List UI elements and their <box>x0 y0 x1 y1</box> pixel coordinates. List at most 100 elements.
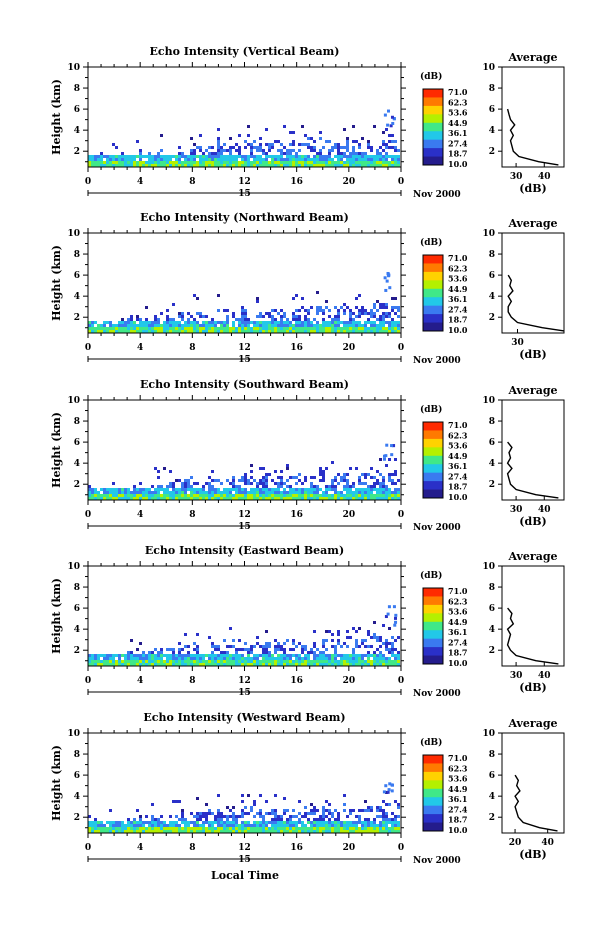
heatmap-cell <box>184 663 187 666</box>
heatmap-cell <box>241 663 244 666</box>
heatmap-cell <box>103 321 106 324</box>
heatmap-cell <box>103 660 106 663</box>
heatmap-cell <box>367 651 370 654</box>
heatmap-cell <box>163 161 166 164</box>
heatmap-cell <box>349 161 352 164</box>
heatmap-cell <box>97 827 100 830</box>
heatmap-cell <box>391 494 394 497</box>
heatmap-cell <box>328 821 331 824</box>
heatmap-cell <box>367 473 370 476</box>
heatmap-cell <box>154 318 157 321</box>
heatmap-cell <box>133 663 136 666</box>
heatmap-cell <box>394 330 397 333</box>
heatmap-cell <box>286 491 289 494</box>
heatmap-cell <box>127 161 130 164</box>
heatmap-cell <box>394 458 397 461</box>
heatmap-cell <box>238 321 241 324</box>
heatmap-cell <box>244 315 247 318</box>
heatmap-cell <box>232 827 235 830</box>
heatmap-cell <box>379 324 382 327</box>
heatmap-cell <box>379 303 382 306</box>
heatmap-cell <box>379 824 382 827</box>
heatmap-cell <box>286 824 289 827</box>
heatmap-cell <box>169 485 172 488</box>
heatmap-cell <box>394 482 397 485</box>
heatmap-cell <box>169 497 172 500</box>
heatmap-cell <box>337 494 340 497</box>
heatmap-cell <box>166 158 169 161</box>
heatmap-cell <box>157 818 160 821</box>
heatmap-cell <box>115 494 118 497</box>
y-tick-label: 8 <box>74 750 80 760</box>
heatmap-cell <box>142 827 145 830</box>
heatmap-cell <box>166 318 169 321</box>
heatmap-cell <box>181 482 184 485</box>
heatmap-cell <box>322 645 325 648</box>
heatmap-cell <box>277 324 280 327</box>
heatmap-cell <box>262 830 265 833</box>
heatmap-cell <box>387 273 391 277</box>
heatmap-cell <box>352 327 355 330</box>
heatmap-cell <box>124 824 127 827</box>
heatmap-cell <box>148 663 151 666</box>
heatmap-cell <box>157 497 160 500</box>
heatmap-cell <box>226 309 229 312</box>
heatmap-cell <box>205 155 208 158</box>
heatmap-cell <box>388 830 391 833</box>
colorbar-tick-label: 53.6 <box>448 274 468 284</box>
heatmap-cell <box>181 654 184 657</box>
heatmap-cell <box>181 657 184 660</box>
heatmap-cell <box>253 164 256 167</box>
heatmap-cell <box>397 158 400 161</box>
heatmap-cell <box>379 315 382 318</box>
y-tick-label: 6 <box>74 271 80 281</box>
heatmap-cell <box>256 321 259 324</box>
heatmap-cell <box>289 327 292 330</box>
heatmap-cell <box>178 818 181 821</box>
heatmap-cell <box>337 821 340 824</box>
heatmap-cell <box>373 161 376 164</box>
heatmap-cell <box>208 636 211 639</box>
heatmap-cell <box>103 327 106 330</box>
heatmap-cell <box>91 657 94 660</box>
heatmap-cell <box>379 161 382 164</box>
heatmap-cell <box>253 815 256 818</box>
colorbar-tick-label: 62.3 <box>448 596 468 606</box>
heatmap-cell <box>295 654 298 657</box>
heatmap-cell <box>382 654 385 657</box>
heatmap-cell <box>364 494 367 497</box>
heatmap-cell <box>232 324 235 327</box>
heatmap-cell <box>238 479 241 482</box>
heatmap-cell <box>319 663 322 666</box>
profile-line <box>514 774 558 832</box>
heatmap-cell <box>169 827 172 830</box>
heatmap-cell <box>244 146 247 149</box>
profile-x-tick-label: 40 <box>538 505 551 515</box>
day-label: 15 <box>238 522 251 532</box>
heatmap-cell <box>337 815 340 818</box>
heatmap-cell <box>259 663 262 666</box>
heatmap-cell <box>169 491 172 494</box>
heatmap-cell <box>241 824 244 827</box>
heatmap-cell <box>217 812 220 815</box>
heatmap-cell <box>235 657 238 660</box>
heatmap-cell <box>373 830 376 833</box>
heatmap-cell <box>376 660 379 663</box>
heatmap-cell <box>286 809 289 812</box>
heatmap-cell <box>211 494 214 497</box>
heatmap-cell <box>382 821 385 824</box>
heatmap-cell <box>91 830 94 833</box>
heatmap-cell <box>370 467 373 470</box>
heatmap-cell <box>349 497 352 500</box>
heatmap-cell <box>223 821 226 824</box>
heatmap-cell <box>172 648 175 651</box>
heatmap-cell <box>292 663 295 666</box>
heatmap-cell <box>331 164 334 167</box>
heatmap-cell <box>310 663 313 666</box>
heatmap-cell <box>271 491 274 494</box>
colorbar-band <box>423 97 443 107</box>
heatmap-cell <box>115 497 118 500</box>
heatmap-cell <box>268 164 271 167</box>
heatmap-cell <box>169 158 172 161</box>
heatmap-cell <box>274 827 277 830</box>
